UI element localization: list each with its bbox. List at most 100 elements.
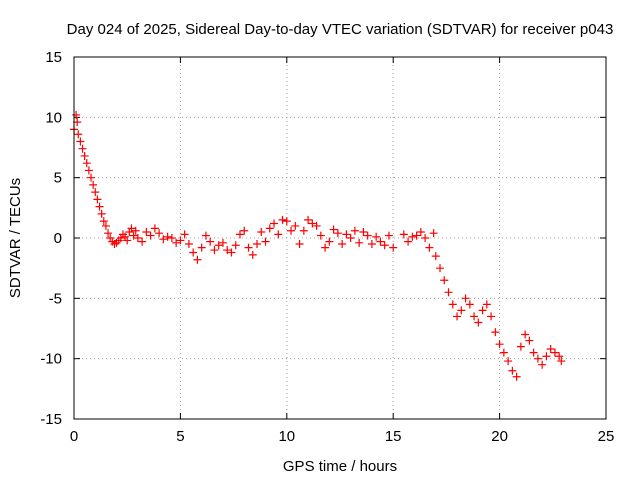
data-point xyxy=(521,330,530,339)
data-point xyxy=(321,243,330,252)
data-point xyxy=(376,237,385,246)
data-point xyxy=(278,215,287,224)
data-point xyxy=(223,246,232,255)
data-point xyxy=(163,232,172,241)
data-point xyxy=(367,240,376,249)
data-point xyxy=(461,294,470,303)
data-point xyxy=(470,312,479,321)
data-point xyxy=(291,221,300,230)
data-point xyxy=(512,372,521,381)
data-point xyxy=(474,318,483,327)
data-point xyxy=(248,250,257,259)
data-point xyxy=(425,243,434,252)
data-point xyxy=(384,231,393,240)
data-point xyxy=(73,118,82,127)
x-tick-label: 25 xyxy=(598,428,615,445)
data-point xyxy=(87,173,96,182)
data-point xyxy=(538,360,547,369)
data-point xyxy=(82,159,91,168)
x-tick-label: 10 xyxy=(278,428,295,445)
x-tick-label: 20 xyxy=(491,428,508,445)
axis-ticks: 0 5 10 15 20 25 -15 -10 -5 0 5 10 15 xyxy=(40,49,614,445)
data-point xyxy=(101,221,110,230)
y-axis-label: SDTVAR / TECUs xyxy=(7,178,24,298)
data-point xyxy=(261,237,270,246)
data-point xyxy=(338,240,347,249)
data-point xyxy=(127,224,136,233)
data-point xyxy=(508,366,517,375)
y-tick-label: 10 xyxy=(45,109,62,126)
data-point xyxy=(235,230,244,239)
data-point xyxy=(316,231,325,240)
data-point xyxy=(133,234,142,242)
data-point xyxy=(355,238,364,247)
data-points xyxy=(70,110,566,381)
data-point xyxy=(465,300,474,309)
data-point xyxy=(193,255,202,264)
data-point xyxy=(363,231,372,240)
data-point xyxy=(91,188,100,197)
plot-frame xyxy=(73,56,607,420)
data-point xyxy=(210,246,219,255)
data-point xyxy=(189,248,198,257)
data-point xyxy=(142,227,151,236)
data-point xyxy=(214,241,223,250)
data-point xyxy=(516,342,525,351)
data-point xyxy=(482,300,491,309)
data-point xyxy=(84,166,93,175)
data-point xyxy=(76,137,85,146)
data-point xyxy=(404,237,413,246)
data-point xyxy=(399,230,408,239)
data-point xyxy=(453,312,462,321)
grid xyxy=(74,57,606,419)
data-point xyxy=(231,241,240,250)
data-point xyxy=(104,229,113,238)
data-point xyxy=(533,354,542,363)
data-point xyxy=(93,195,102,204)
data-point xyxy=(206,237,215,246)
data-point xyxy=(97,209,106,218)
data-point xyxy=(304,215,313,224)
data-point xyxy=(201,231,210,240)
data-point xyxy=(525,336,534,345)
data-point xyxy=(478,306,487,315)
data-point xyxy=(457,306,466,315)
data-point xyxy=(380,241,389,250)
data-point xyxy=(408,232,417,241)
data-point xyxy=(416,227,425,236)
data-point xyxy=(542,352,551,361)
y-tick-label: -5 xyxy=(49,290,62,307)
data-point xyxy=(333,229,342,238)
data-point xyxy=(131,226,140,235)
data-point xyxy=(155,229,164,238)
data-point xyxy=(359,227,368,236)
x-axis-label: GPS time / hours xyxy=(283,458,397,475)
data-point xyxy=(95,202,104,211)
data-point xyxy=(491,328,500,337)
data-point xyxy=(325,237,334,246)
x-tick-label: 15 xyxy=(385,428,402,445)
data-point xyxy=(197,243,206,252)
data-point xyxy=(350,226,359,235)
data-point xyxy=(412,231,421,240)
data-point xyxy=(346,234,355,242)
data-point xyxy=(529,348,538,357)
data-point xyxy=(342,230,351,239)
data-point xyxy=(550,348,559,357)
data-point xyxy=(218,238,227,247)
data-point xyxy=(444,288,453,297)
data-point xyxy=(429,229,438,238)
data-point xyxy=(495,340,504,349)
data-point xyxy=(253,240,262,249)
data-point xyxy=(244,243,253,252)
y-tick-label: 5 xyxy=(54,170,62,187)
y-tick-label: 15 xyxy=(45,49,62,66)
data-point xyxy=(257,227,266,236)
data-point xyxy=(176,236,185,245)
data-point xyxy=(240,226,249,235)
data-point xyxy=(146,231,155,240)
data-point xyxy=(282,217,291,226)
data-point xyxy=(72,110,81,119)
data-point xyxy=(78,144,87,153)
data-point xyxy=(504,357,513,366)
